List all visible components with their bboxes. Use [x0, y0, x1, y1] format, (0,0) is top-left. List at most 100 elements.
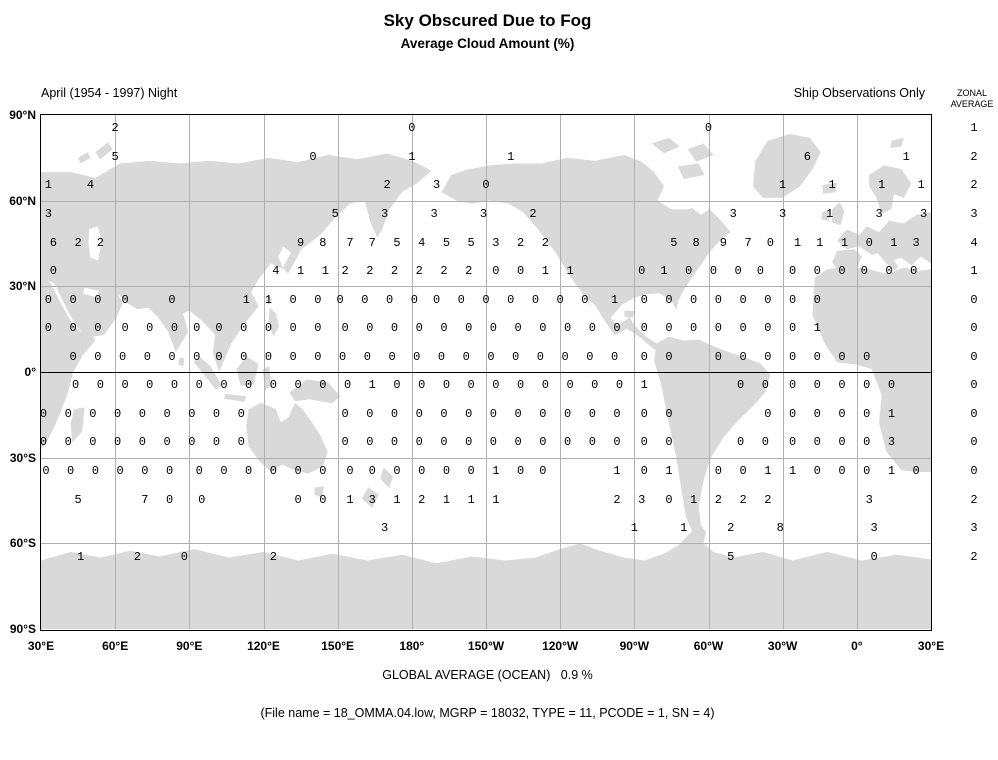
map-value: 0 — [761, 435, 769, 450]
map-value: 0 — [163, 406, 171, 421]
map-value: 0 — [264, 349, 273, 364]
map-value: 2 — [390, 264, 399, 279]
map-value: 8 — [319, 235, 327, 250]
map-value: 0 — [739, 463, 747, 478]
map-value: 3 — [44, 206, 52, 221]
map-value: 1 — [264, 292, 273, 307]
map-value: 0 — [539, 321, 547, 336]
lon-tick-label: 150°W — [467, 639, 505, 653]
map-value: 0 — [215, 321, 223, 336]
map-value: 0 — [761, 378, 769, 393]
map-value: 0 — [514, 435, 522, 450]
map-value: 0 — [89, 406, 97, 421]
zonal-average-value: 2 — [970, 549, 978, 564]
map-value: 0 — [212, 406, 221, 421]
map-value: 1 — [788, 463, 797, 478]
map-value: 3 — [875, 206, 883, 221]
map-value: 0 — [482, 292, 490, 307]
lon-tick-label: 120°E — [247, 639, 280, 653]
map-value: 0 — [89, 435, 97, 450]
map-value: 1 — [467, 492, 475, 507]
map-value: 0 — [319, 463, 327, 478]
map-value: 0 — [44, 321, 52, 336]
zonal-average-value: 3 — [970, 206, 978, 221]
map-value: 0 — [237, 435, 245, 450]
map-value: 0 — [440, 435, 448, 450]
map-value: 0 — [838, 349, 846, 364]
map-value: 2 — [440, 264, 448, 279]
map-value: 0 — [588, 321, 596, 336]
map-value: 0 — [788, 435, 797, 450]
page-title: Sky Obscured Due to Fog — [383, 11, 592, 30]
map-value: 0 — [638, 264, 646, 279]
map-value: 0 — [114, 435, 122, 450]
map-value: 0 — [465, 435, 473, 450]
map-value: 0 — [168, 292, 176, 307]
map-value: 5 — [111, 149, 119, 164]
map-value: 0 — [813, 349, 821, 364]
map-value: 0 — [465, 406, 473, 421]
map-value: 0 — [220, 378, 228, 393]
map-value: 0 — [838, 406, 846, 421]
map-value: 8 — [776, 521, 784, 536]
map-value: 6 — [803, 149, 811, 164]
map-value: 0 — [336, 292, 344, 307]
zonal-average-value: 0 — [970, 321, 978, 336]
map-value: 0 — [339, 349, 347, 364]
map-value: 1 — [813, 321, 821, 336]
map-value: 3 — [381, 206, 389, 221]
map-value: 0 — [588, 406, 596, 421]
map-value: 0 — [91, 463, 99, 478]
map-value: 0 — [838, 378, 846, 393]
map-value: 8 — [692, 235, 700, 250]
map-value: 0 — [556, 292, 564, 307]
map-value: 0 — [39, 435, 48, 450]
map-value: 0 — [146, 321, 154, 336]
map-value: 0 — [69, 321, 77, 336]
zonal-average-value: 2 — [970, 492, 978, 507]
equator-line — [41, 372, 931, 373]
map-value: 1 — [680, 521, 688, 536]
map-value: 1 — [665, 463, 673, 478]
map-value: 1 — [779, 178, 787, 193]
map-value: 0 — [289, 321, 297, 336]
map-value: 0 — [863, 406, 871, 421]
map-value: 1 — [877, 178, 886, 193]
map-value: 1 — [44, 178, 52, 193]
map-value: 0 — [640, 406, 648, 421]
map-value: 3 — [870, 521, 878, 536]
map-value: 1 — [902, 149, 910, 164]
map-value: 0 — [118, 349, 127, 364]
map-value: 0 — [146, 378, 154, 393]
map-value: 0 — [640, 349, 648, 364]
map-value: 0 — [121, 321, 129, 336]
map-value: 0 — [665, 349, 673, 364]
map-value: 3 — [865, 492, 873, 507]
lon-tick-label: 30°W — [767, 639, 798, 653]
map-value: 0 — [517, 264, 525, 279]
map-value: 0 — [739, 292, 747, 307]
map-value: 0 — [539, 435, 547, 450]
lat-tick-label: 30°N — [9, 279, 36, 294]
map-value: 1 — [408, 149, 416, 164]
map-value: 3 — [779, 206, 787, 221]
map-value: 0 — [143, 349, 151, 364]
map-value: 1 — [828, 178, 836, 193]
map-value: 1 — [492, 492, 500, 507]
map-value: 1 — [826, 206, 834, 221]
zonal-average-value: 3 — [970, 521, 978, 536]
map-value: 1 — [393, 492, 401, 507]
map-value: 0 — [415, 406, 423, 421]
map-value: 1 — [541, 264, 549, 279]
map-value: 3 — [638, 492, 646, 507]
map-value: 0 — [168, 349, 176, 364]
file-info-footer: (File name = 18_OMMA.04.low, MGRP = 1803… — [260, 706, 715, 720]
map-value: 0 — [294, 492, 302, 507]
zonal-average-value: 1 — [970, 121, 978, 136]
map-value: 0 — [390, 406, 399, 421]
map-value: 0 — [116, 463, 124, 478]
map-value: 0 — [390, 435, 399, 450]
map-value: 4 — [272, 264, 280, 279]
map-value: 3 — [381, 521, 389, 536]
